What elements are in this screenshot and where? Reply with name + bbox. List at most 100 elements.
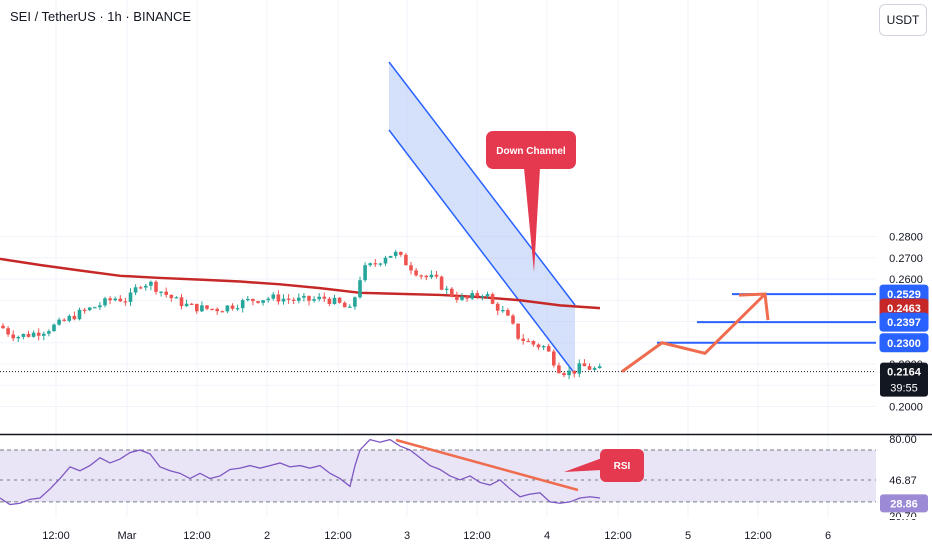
candle [399, 251, 403, 257]
time-tick-label: 5 [685, 530, 691, 542]
candle-body [419, 275, 423, 277]
candle [16, 335, 21, 342]
candle-body [434, 274, 439, 277]
candle-body [210, 308, 214, 311]
candle [123, 297, 128, 306]
rsi-divergence-line [395, 438, 579, 492]
candle [342, 301, 347, 308]
time-tick-label: 12:00 [744, 530, 772, 542]
candle-body [195, 303, 199, 312]
candle-body [179, 297, 184, 307]
callout-box [486, 131, 576, 169]
candle [460, 293, 464, 302]
candle [149, 280, 153, 291]
candle-body [485, 294, 490, 297]
candle-body [31, 332, 36, 337]
candle [240, 298, 245, 313]
price-tag-level-2-bg [879, 312, 929, 332]
candle-body [98, 305, 102, 308]
candle [388, 255, 393, 259]
candle-body [480, 296, 485, 298]
candle [205, 305, 209, 311]
candle-body [82, 309, 87, 311]
candle-body [6, 328, 10, 335]
candle-body [26, 333, 31, 337]
candle [363, 262, 367, 283]
candle-body [154, 281, 158, 292]
candle [21, 333, 26, 340]
price-tag-level-2: 0.2397 [879, 312, 929, 332]
time-tick-label: 12:00 [463, 530, 491, 542]
candle [567, 366, 571, 380]
candle-body [113, 298, 117, 301]
candle-body [450, 288, 454, 296]
candles [1, 249, 602, 380]
rsi-current-tag-bg [880, 494, 928, 513]
candle [439, 275, 444, 291]
candle [82, 307, 87, 314]
candle-body [77, 309, 82, 320]
price-tag-current-bg [880, 362, 928, 397]
time-axis: 12:00 Mar 12:00 2 12:00 3 12:00 4 12:00 5 12:00 6 [42, 530, 831, 542]
currency-button[interactable]: USDT [879, 4, 927, 36]
countdown-text: 39:55 [890, 383, 918, 395]
rsi-current-tag-text: 28.86 [890, 498, 918, 510]
candle [465, 295, 469, 302]
candle-body [470, 293, 474, 299]
candle-body [378, 263, 383, 265]
price-tag-level-2-text: 0.2397 [887, 317, 921, 329]
candle [450, 287, 454, 298]
candle-body [256, 301, 260, 303]
candle-body [348, 306, 352, 308]
candle-body [42, 333, 46, 336]
candle [317, 293, 321, 302]
candle-body [276, 294, 281, 302]
candle [541, 345, 546, 351]
candle [225, 305, 230, 314]
candle-body [246, 298, 250, 301]
candle-body [67, 315, 72, 321]
ticker-title: SEI / TetherUS · 1h · BINANCE [10, 9, 192, 24]
candle-body [230, 305, 235, 309]
candle [383, 255, 388, 266]
candle [1, 323, 5, 329]
candle [582, 359, 587, 367]
candle-body [526, 340, 531, 343]
candle [444, 285, 449, 295]
candle [526, 338, 531, 343]
rsi-callout: RSI [564, 449, 644, 482]
candle-body [266, 298, 270, 301]
candle [429, 270, 434, 280]
channel-lower-line [388, 129, 576, 375]
candle-body [286, 298, 291, 300]
candle-body [409, 265, 413, 271]
candle [6, 326, 10, 337]
candle [256, 300, 260, 304]
candle [103, 296, 107, 308]
candle-body [251, 298, 255, 302]
candle [286, 294, 291, 304]
candle [108, 296, 112, 305]
time-tick-label: 4 [544, 530, 550, 542]
candle-body [200, 305, 204, 312]
candle [144, 283, 148, 291]
candle [546, 343, 551, 352]
candle [26, 330, 31, 338]
candle [327, 296, 332, 307]
candle [184, 299, 189, 308]
candle-body [240, 300, 245, 309]
candle [414, 267, 418, 277]
candle-body [358, 280, 362, 298]
time-tick-label: 6 [825, 530, 831, 542]
candle-body [189, 303, 194, 305]
candle-body [184, 303, 189, 307]
candle-body [215, 308, 219, 312]
channel-upper-line [388, 61, 576, 306]
candle-body [546, 346, 551, 352]
candle [302, 292, 306, 302]
candle-body [363, 265, 367, 281]
time-tick-label: Mar [118, 530, 137, 542]
rsi-tick-label: 46.87 [889, 475, 917, 487]
candle-body [597, 366, 602, 369]
